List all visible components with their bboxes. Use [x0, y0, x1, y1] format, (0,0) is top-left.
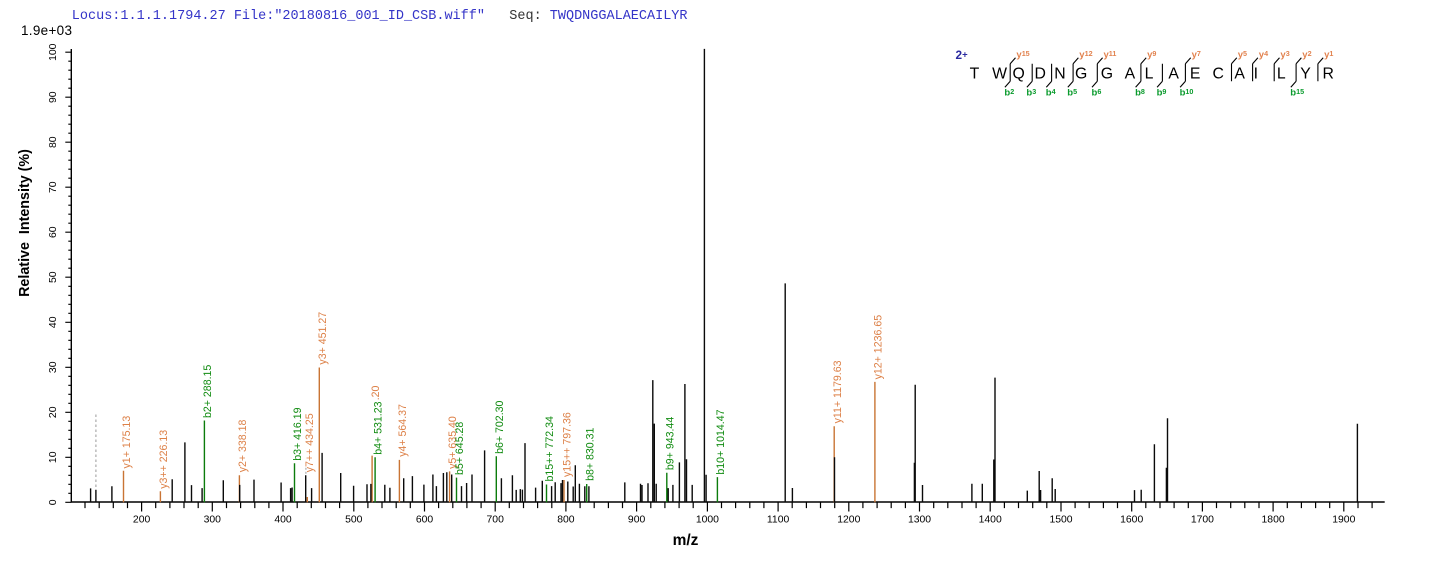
- svg-text:b10+ 1014.47: b10+ 1014.47: [715, 409, 727, 474]
- svg-text:700: 700: [487, 514, 505, 525]
- svg-text:C: C: [1212, 65, 1223, 82]
- svg-text:A: A: [1168, 65, 1179, 82]
- svg-text:b2: b2: [1004, 87, 1014, 99]
- svg-text:0: 0: [48, 499, 59, 505]
- svg-text:L: L: [1145, 65, 1154, 82]
- svg-text:b10: b10: [1180, 87, 1194, 99]
- svg-text:y1: y1: [1324, 49, 1333, 61]
- svg-text:b3+ 416.19: b3+ 416.19: [292, 407, 304, 460]
- svg-text:20: 20: [48, 406, 59, 418]
- svg-text:y3: y3: [1280, 49, 1289, 61]
- svg-text:Y: Y: [1300, 65, 1311, 82]
- svg-text:y2: y2: [1302, 49, 1311, 61]
- svg-text:y7: y7: [1192, 49, 1201, 61]
- svg-text:1000: 1000: [696, 514, 719, 525]
- svg-text:b6+ 702.30: b6+ 702.30: [494, 400, 506, 453]
- svg-text:100: 100: [48, 43, 59, 61]
- svg-text:b2+ 288.15: b2+ 288.15: [202, 365, 214, 418]
- svg-text:1500: 1500: [1049, 514, 1072, 525]
- svg-text:b15: b15: [1290, 87, 1304, 99]
- svg-text:1800: 1800: [1262, 514, 1285, 525]
- svg-text:Relative Intensity (%): Relative Intensity (%): [17, 149, 33, 297]
- svg-text:b9+ 943.44: b9+ 943.44: [664, 417, 676, 470]
- svg-text:b8+ 830.31: b8+ 830.31: [584, 427, 596, 480]
- svg-text:1300: 1300: [908, 514, 931, 525]
- svg-text:m/z: m/z: [673, 532, 699, 549]
- svg-text:y12: y12: [1079, 49, 1092, 61]
- svg-text:y15: y15: [1016, 49, 1029, 61]
- svg-text:y2+ 338.18: y2+ 338.18: [237, 419, 249, 472]
- svg-text:b5: b5: [1067, 87, 1077, 99]
- svg-text:y9: y9: [1147, 49, 1156, 61]
- svg-text:R: R: [1322, 65, 1333, 82]
- svg-text:1.9e+03: 1.9e+03: [21, 23, 72, 38]
- svg-text:y5: y5: [1238, 49, 1247, 61]
- svg-text:900: 900: [628, 514, 646, 525]
- svg-text:Q: Q: [1013, 65, 1025, 82]
- svg-text:A: A: [1125, 65, 1136, 82]
- svg-text:I: I: [1254, 65, 1258, 82]
- svg-text:90: 90: [48, 91, 59, 103]
- svg-text:b5+ 645.28: b5+ 645.28: [454, 422, 466, 475]
- svg-text:600: 600: [416, 514, 434, 525]
- svg-text:W: W: [992, 65, 1007, 82]
- svg-text:E: E: [1190, 65, 1201, 82]
- svg-text:50: 50: [48, 271, 59, 283]
- svg-text:b15++ 772.34: b15++ 772.34: [544, 416, 556, 482]
- svg-text:b4: b4: [1046, 87, 1056, 99]
- svg-text:b3: b3: [1026, 87, 1036, 99]
- svg-text:1600: 1600: [1120, 514, 1143, 525]
- svg-text:80: 80: [48, 136, 59, 148]
- svg-text:2+: 2+: [956, 48, 969, 62]
- svg-text:y3+ 451.27: y3+ 451.27: [317, 312, 329, 365]
- svg-text:A: A: [1234, 65, 1245, 82]
- svg-text:200: 200: [133, 514, 151, 525]
- svg-text:1200: 1200: [837, 514, 860, 525]
- svg-text:y5+ 635.40: y5+ 635.40: [447, 416, 459, 469]
- svg-text:10: 10: [48, 451, 59, 463]
- svg-text:G: G: [1101, 65, 1113, 82]
- svg-text:y11: y11: [1104, 49, 1117, 61]
- svg-text:y7++ 434.25: y7++ 434.25: [304, 413, 316, 472]
- svg-text:40: 40: [48, 316, 59, 328]
- svg-text:y3++ 226.13: y3++ 226.13: [158, 430, 170, 489]
- svg-text:y1+ 175.13: y1+ 175.13: [121, 416, 133, 469]
- svg-text:30: 30: [48, 361, 59, 373]
- svg-text:N: N: [1054, 65, 1065, 82]
- svg-text:300: 300: [204, 514, 222, 525]
- svg-text:T: T: [970, 65, 980, 82]
- svg-text:500: 500: [345, 514, 363, 525]
- svg-text:60: 60: [48, 226, 59, 238]
- svg-text:Locus:1.1.1.1794.27 File:"2018: Locus:1.1.1.1794.27 File:"20180816_001_I…: [72, 9, 688, 24]
- svg-text:y4+ 564.37: y4+ 564.37: [397, 404, 409, 457]
- svg-text:D: D: [1034, 65, 1045, 82]
- svg-text:y11+ 1179.63: y11+ 1179.63: [832, 360, 844, 423]
- svg-text:b9: b9: [1157, 87, 1167, 99]
- svg-text:y12+ 1236.65: y12+ 1236.65: [873, 315, 885, 380]
- svg-text:1900: 1900: [1332, 514, 1355, 525]
- svg-text:y4: y4: [1259, 49, 1268, 61]
- svg-text:.20: .20: [370, 385, 382, 400]
- svg-text:b6: b6: [1092, 87, 1102, 99]
- svg-text:800: 800: [557, 514, 575, 525]
- svg-text:1700: 1700: [1191, 514, 1214, 525]
- svg-text:b8: b8: [1135, 87, 1145, 99]
- svg-text:1100: 1100: [767, 514, 790, 525]
- svg-text:70: 70: [48, 181, 59, 193]
- svg-text:G: G: [1075, 65, 1087, 82]
- svg-text:b4+ 531.23: b4+ 531.23: [373, 401, 385, 454]
- svg-text:L: L: [1277, 65, 1286, 82]
- svg-text:y15++ 797.36: y15++ 797.36: [562, 412, 574, 477]
- svg-text:1400: 1400: [979, 514, 1002, 525]
- svg-text:400: 400: [274, 514, 292, 525]
